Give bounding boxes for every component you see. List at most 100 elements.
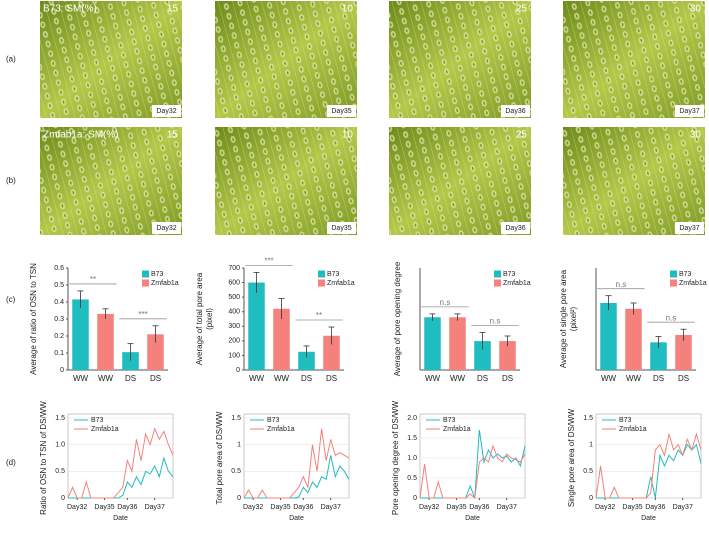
- legend-label: Zmfab1a: [267, 426, 295, 433]
- bar: [298, 351, 315, 370]
- row-label: (d): [6, 458, 16, 467]
- day-box: [501, 222, 530, 234]
- x-axis-label: Date: [641, 515, 656, 522]
- y-tick-label: 0: [60, 367, 64, 374]
- legend-label: Zmfab1a: [503, 280, 531, 287]
- row-label: (c): [6, 295, 16, 304]
- x-tick-label: Day35: [622, 504, 642, 511]
- x-tick-label: Day32: [67, 504, 87, 511]
- legend-label: Zmfab1a: [327, 280, 355, 287]
- y-tick-label: 1.5: [583, 415, 593, 422]
- bar: [147, 334, 164, 370]
- x-tick-label: WW: [98, 374, 114, 383]
- y-tick-label: 0.5: [583, 468, 593, 475]
- significance-label: **: [316, 311, 322, 320]
- bar: [72, 299, 89, 370]
- y-axis-label: Total pore area of DS/WW: [215, 411, 224, 504]
- soil-moisture: 25: [516, 4, 528, 15]
- legend-label: B73: [151, 271, 164, 278]
- day-label: Day37: [679, 108, 699, 115]
- day-box: [327, 105, 356, 117]
- y-axis-label: Average of pore opening degree: [393, 261, 402, 376]
- y-axis-label: Ratio of OSN to TSN of DS/WW: [39, 401, 48, 515]
- y-tick-label: 200: [228, 338, 240, 345]
- day-box: [675, 222, 704, 234]
- bar: [97, 313, 114, 370]
- y-tick-label: 400: [228, 309, 240, 316]
- stomata-texture: [389, 127, 531, 235]
- y-tick-label: 0.5: [407, 475, 417, 482]
- legend-label: Zmfab1a: [91, 426, 119, 433]
- bar: [650, 342, 667, 370]
- y-axis-label: (pixel): [205, 308, 214, 330]
- y-tick-label: 0: [589, 495, 593, 502]
- x-tick-label: WW: [601, 374, 617, 383]
- x-tick-label: Day36: [469, 504, 489, 511]
- y-axis-label: Single pore area of DS/WW: [567, 408, 576, 507]
- bar: [675, 335, 692, 370]
- significance-label: **: [90, 275, 96, 284]
- series-line: [243, 428, 350, 499]
- x-tick-label: Day35: [94, 504, 114, 511]
- x-tick-label: DS: [678, 374, 689, 383]
- day-label: Day32: [156, 225, 176, 232]
- day-label: Day32: [156, 108, 176, 115]
- significance-label: n.s: [490, 317, 501, 326]
- x-tick-label: WW: [425, 374, 441, 383]
- soil-moisture: 30: [690, 4, 702, 15]
- legend-label: B73: [91, 417, 104, 424]
- significance-label: n.s: [440, 298, 451, 307]
- legend-label: Zmfab1a: [151, 280, 179, 287]
- series-line: [244, 455, 350, 499]
- x-tick-label: WW: [450, 374, 466, 383]
- y-tick-label: 1: [589, 442, 593, 449]
- plot-frame: [67, 413, 174, 499]
- legend-label: B73: [443, 417, 456, 424]
- x-tick-label: DS: [653, 374, 664, 383]
- x-tick-label: WW: [73, 374, 89, 383]
- x-axis-label: Date: [465, 515, 480, 522]
- y-tick-label: 0.5: [231, 468, 241, 475]
- legend-swatch: [142, 270, 149, 278]
- stomata-texture: [215, 127, 357, 235]
- day-box: [152, 105, 181, 117]
- x-tick-label: DS: [125, 374, 136, 383]
- y-tick-label: 0.2: [54, 333, 64, 340]
- day-box: [327, 222, 356, 234]
- legend-label: B73: [503, 271, 516, 278]
- y-axis-label: Average of total pore area: [195, 272, 204, 365]
- day-label: Day37: [679, 225, 699, 232]
- series-line: [68, 456, 174, 499]
- series-line: [419, 444, 526, 499]
- y-tick-label: 1.5: [55, 415, 65, 422]
- series-line: [67, 427, 174, 499]
- y-tick-label: 1.0: [407, 455, 417, 462]
- soil-moisture: 10: [342, 4, 354, 15]
- day-label: Day36: [505, 225, 525, 232]
- stomata-texture: [563, 127, 705, 235]
- y-tick-label: 0.3: [54, 316, 64, 323]
- y-axis-label: Average of ratio of OSN to TSN: [29, 263, 38, 375]
- x-tick-label: Day37: [673, 504, 693, 511]
- legend-swatch: [670, 279, 677, 287]
- legend-label: B73: [327, 271, 340, 278]
- y-tick-label: 0.1: [54, 350, 64, 357]
- y-tick-label: 2.0: [407, 415, 417, 422]
- stomata-texture: [389, 1, 531, 118]
- bar: [449, 317, 466, 370]
- bar: [424, 317, 441, 370]
- y-tick-label: 100: [228, 352, 240, 359]
- y-axis-label: Pore opening degree of DS/WW: [391, 400, 400, 515]
- stomata-texture: [563, 1, 705, 118]
- y-tick-label: 1.0: [55, 442, 65, 449]
- x-tick-label: Day32: [243, 504, 263, 511]
- stomata-texture: [40, 1, 182, 118]
- y-axis-label: Average of single pore area: [559, 269, 568, 368]
- x-tick-label: DS: [326, 374, 337, 383]
- y-axis-label: (pixel²): [569, 306, 578, 331]
- soil-moisture: 15: [167, 4, 179, 15]
- y-tick-label: 0: [236, 367, 240, 374]
- stomata-texture: [215, 1, 357, 118]
- legend-label: Zmfab1a: [679, 280, 707, 287]
- x-tick-label: Day32: [419, 504, 439, 511]
